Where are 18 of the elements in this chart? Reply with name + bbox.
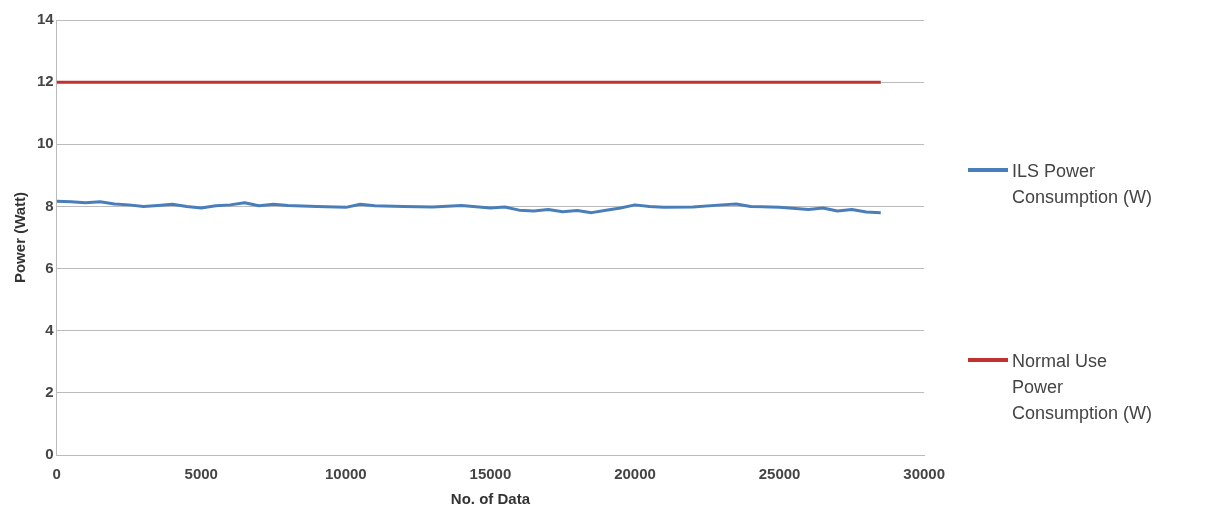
x-tick-label: 25000 xyxy=(758,465,801,483)
x-axis-title: No. of Data xyxy=(450,490,531,508)
x-tick-label: 15000 xyxy=(469,465,512,483)
legend-label: ILS Power Consumption (W) xyxy=(1012,160,1154,209)
y-tick-label: 14 xyxy=(37,10,55,28)
y-tick-label: 12 xyxy=(37,72,54,90)
x-tick-label: 5000 xyxy=(184,465,218,483)
y-tick-label: 0 xyxy=(45,445,54,463)
y-tick-label: 4 xyxy=(45,320,55,338)
x-tick-label: 10000 xyxy=(324,465,367,483)
y-tick-label: 8 xyxy=(45,196,54,214)
y-axis-title: Power (Watt) xyxy=(11,191,29,284)
legend-label: Normal Use Power Consumption (W) xyxy=(1012,350,1154,425)
y-tick-label: 10 xyxy=(37,134,54,152)
y-tick-label: 6 xyxy=(45,258,54,276)
y-tick-label: 2 xyxy=(45,383,54,400)
x-tick-label: 30000 xyxy=(903,465,945,483)
x-tick-label: 20000 xyxy=(614,465,656,483)
